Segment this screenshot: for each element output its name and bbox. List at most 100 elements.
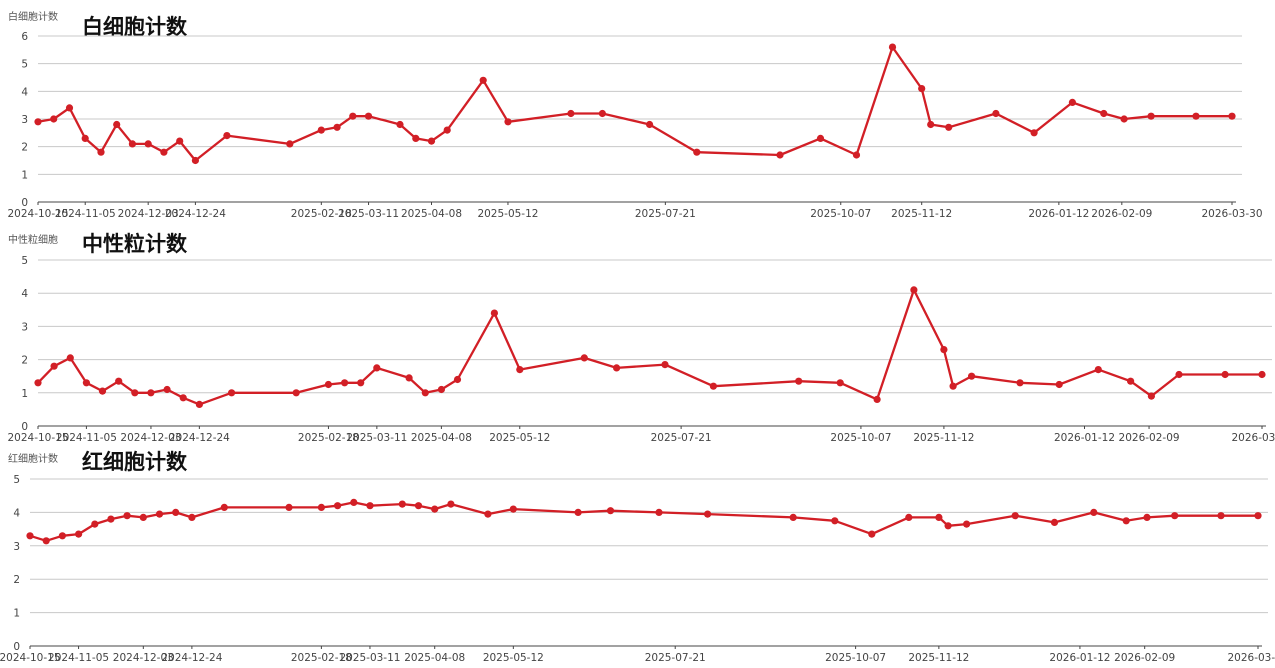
data-point [646,120,654,129]
data-point [75,530,83,538]
x-tick-label: 2024-11-05 [55,208,116,220]
y-tick-label: 5 [13,474,20,486]
y-tick-label: 3 [13,541,20,553]
data-point [286,140,294,148]
data-point [1192,112,1200,120]
x-tick-label: 2025-05-12 [483,652,544,664]
data-point [1055,380,1063,389]
x-tick-label: 2024-10-15 [7,432,68,444]
data-point [1094,366,1102,374]
chart-title: 白细胞计数 [82,15,188,39]
data-point [172,508,180,516]
data-point [191,156,199,165]
data-point [963,520,971,528]
x-tick-label: 2025-07-21 [645,652,706,664]
y-tick-label: 3 [21,321,28,333]
data-point [655,508,663,516]
data-point [816,134,825,142]
data-point [704,510,712,518]
data-point [26,532,34,540]
data-point [852,151,861,159]
data-point [1016,379,1024,387]
data-point [437,385,445,394]
data-point [567,109,575,118]
data-point [223,132,231,140]
y-tick-label: 1 [21,169,28,181]
data-point [107,515,115,523]
data-point [490,309,498,317]
x-tick-label: 2026-01-12 [1028,208,1089,220]
data-point [58,532,66,540]
x-tick-label: 2025-11-12 [891,208,952,220]
x-tick-label: 2025-03-11 [346,432,407,444]
data-point [613,364,621,372]
y-axis-label: 红细胞计数 [8,452,58,465]
data-point [128,140,136,148]
data-point [443,126,451,134]
data-point [123,512,131,520]
data-point [479,76,487,84]
data-point [97,148,105,156]
data-point [398,500,406,508]
data-point [412,134,420,142]
y-tick-label: 0 [21,197,28,209]
data-point [905,513,913,522]
y-tick-label: 6 [21,31,28,43]
data-point [81,134,89,142]
y-tick-label: 1 [13,608,20,620]
x-tick-label: 2024-10-15 [7,208,68,220]
x-tick-label: 2026-02-09 [1119,432,1180,444]
data-point [918,85,926,93]
data-point [661,361,669,369]
data-point [935,513,943,522]
data-point [789,513,797,522]
data-point [334,502,342,510]
data-point [292,389,300,397]
data-point [1068,98,1076,106]
x-tick-label: 2025-07-21 [635,208,696,220]
data-point [285,503,293,511]
x-tick-label: 2025-10-07 [810,208,871,220]
data-point [1090,508,1098,516]
x-tick-label: 2025-03-11 [339,652,400,664]
y-axis-label: 白细胞计数 [8,10,58,23]
series-line [29,501,1258,542]
data-point [831,517,839,525]
data-point [366,502,374,510]
x-tick-label: 2025-11-12 [913,432,974,444]
y-tick-label: 1 [21,388,28,400]
x-tick-label: 2024-11-05 [48,652,109,664]
data-point [1175,370,1183,379]
y-tick-label: 0 [13,641,20,653]
x-tick-label: 2026-02-09 [1091,208,1152,220]
x-tick-label: 2024-12-03 [113,652,174,664]
data-point [163,385,171,394]
y-tick-label: 3 [21,114,28,126]
data-point [324,380,332,389]
data-point [1127,377,1135,385]
series-line [37,288,1262,406]
x-tick-label: 2025-11-12 [908,652,969,664]
data-point [504,118,512,126]
x-tick-label: 2025-04-08 [411,432,472,444]
data-point [836,379,844,387]
chart-title: 中性粒计数 [82,232,188,256]
data-point [509,505,517,513]
data-point [373,364,381,372]
x-tick-label: 2025-04-08 [401,208,462,220]
x-tick-label: 2026-03-30 [1231,432,1275,444]
x-tick-label: 2025-02-18 [291,208,352,220]
data-point [1011,512,1019,520]
data-point [693,148,701,156]
data-point [606,507,615,515]
y-tick-label: 2 [13,574,20,586]
x-tick-label: 2024-12-24 [161,652,222,664]
data-point [709,382,718,390]
data-point [66,354,74,362]
data-point [34,379,42,387]
x-tick-label: 2025-02-18 [291,652,352,664]
data-point [447,500,455,508]
data-point [421,389,429,397]
